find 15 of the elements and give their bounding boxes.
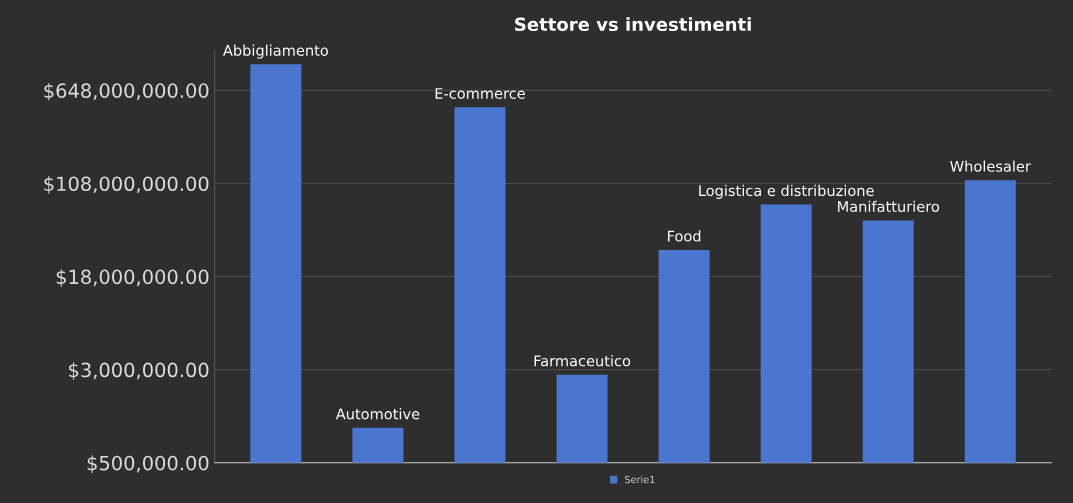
legend-label: Serie1 — [625, 475, 655, 484]
x-tick-label: E-commerce — [435, 88, 525, 99]
y-tick-label: $648,000,000.00 — [44, 82, 209, 101]
y-tick-label: $18,000,000.00 — [56, 269, 209, 287]
x-tick-label: Wholesaler — [950, 160, 1031, 172]
x-tick-label: Farmaceutico — [534, 355, 631, 367]
chart-title: Settore vs investimenti — [515, 17, 751, 32]
x-tick-label: Logistica e distribuzione — [699, 184, 874, 199]
x-tick-label: Manifatturiero — [838, 200, 940, 213]
y-tick-label: $3,000,000.00 — [69, 362, 209, 380]
x-tick-label: Abbigliamento — [223, 44, 328, 59]
x-tick-label: Automotive — [335, 408, 420, 420]
y-tick-label: $108,000,000.00 — [44, 176, 209, 194]
x-tick-label: Food — [668, 230, 701, 242]
y-tick-label: $500,000.00 — [87, 455, 209, 474]
